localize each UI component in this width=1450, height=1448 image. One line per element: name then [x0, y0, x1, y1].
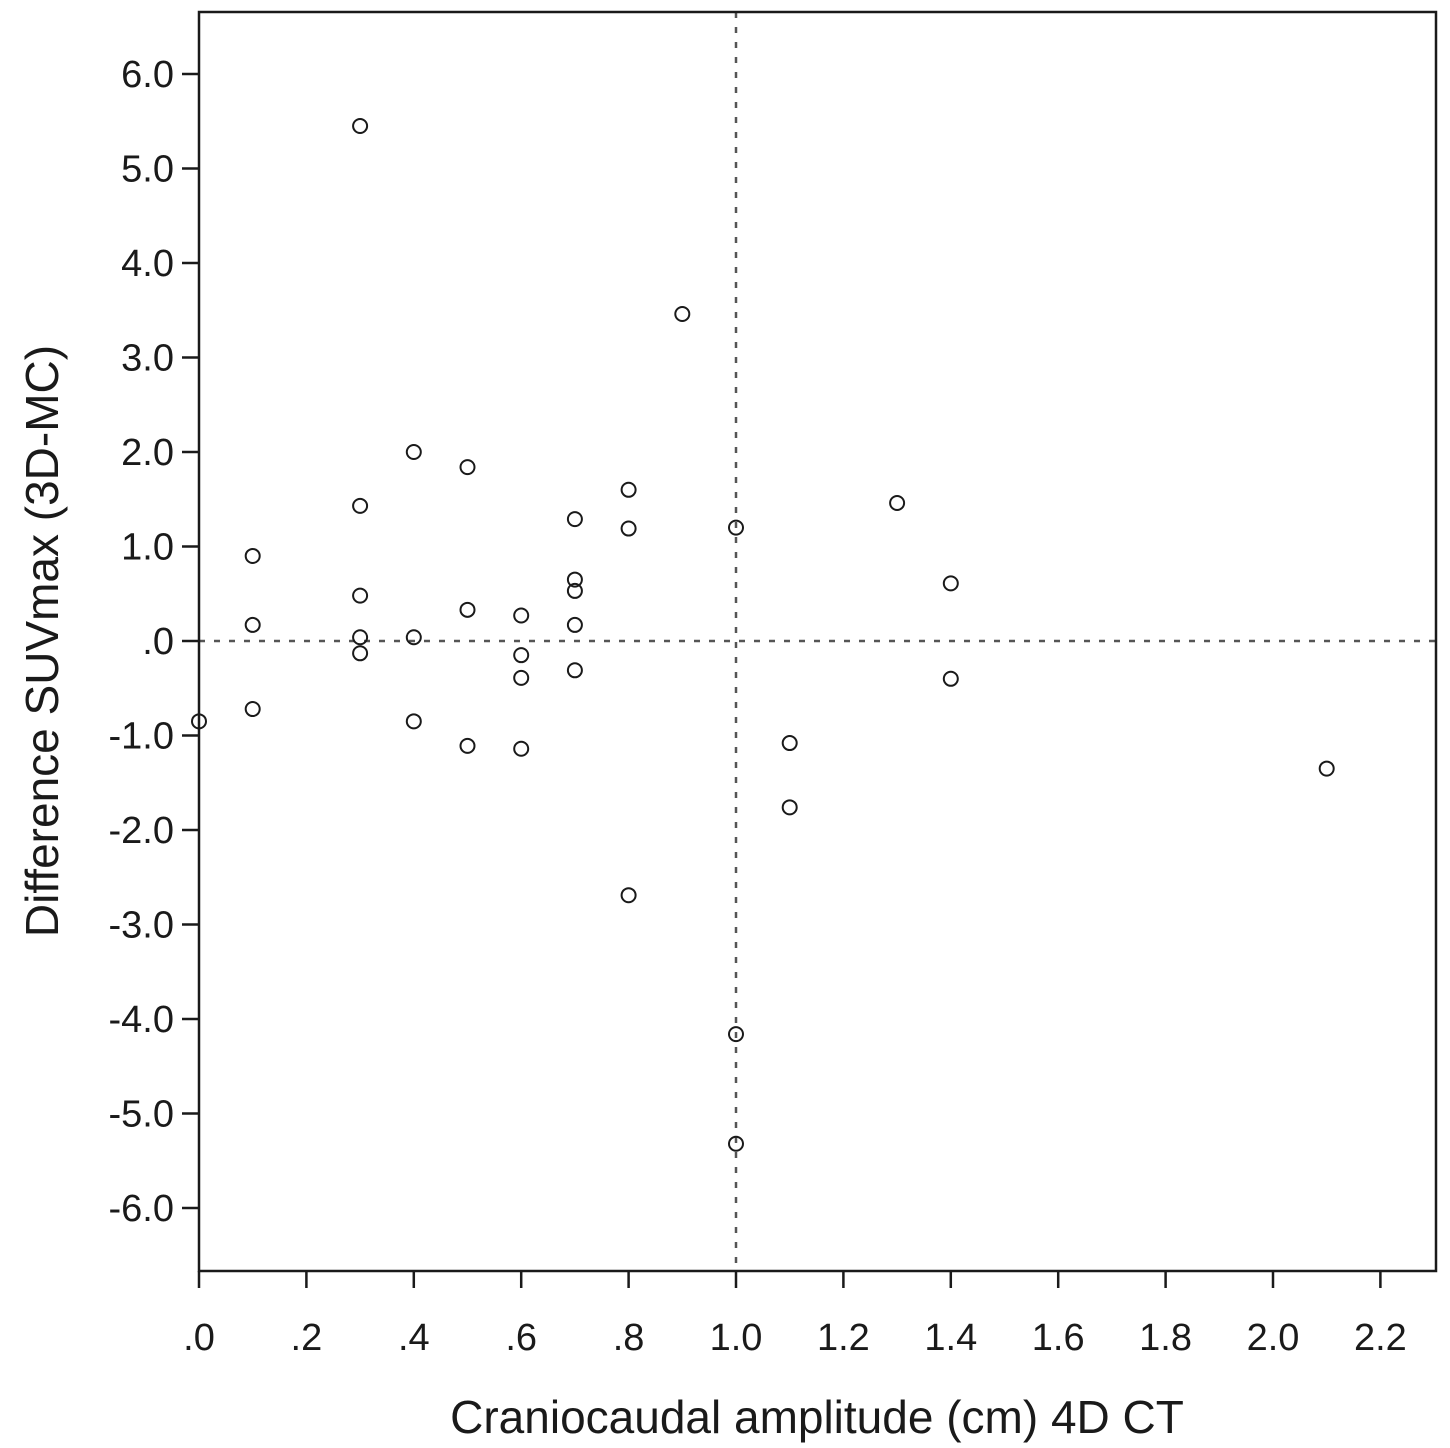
data-point	[620, 481, 637, 498]
y-tick-label: 6.0	[121, 54, 174, 96]
data-point	[728, 1135, 744, 1152]
data-point	[352, 629, 369, 646]
data-point	[728, 1026, 744, 1043]
x-tick-label: .6	[505, 1317, 537, 1359]
x-tick-label: 1.6	[1032, 1317, 1085, 1359]
data-point	[728, 519, 744, 536]
data-point	[513, 647, 530, 664]
data-point	[513, 607, 530, 624]
y-tick-label: 2.0	[121, 432, 174, 474]
reference-lines	[199, 12, 1436, 1271]
x-tick-label: .4	[398, 1317, 430, 1359]
data-point	[889, 495, 906, 512]
x-tick-label: 1.0	[710, 1317, 763, 1359]
x-tick-label: .0	[183, 1317, 215, 1359]
data-point	[405, 444, 422, 460]
data-point	[674, 306, 691, 323]
x-tick-label: 1.2	[817, 1317, 870, 1359]
y-tick-label: 1.0	[121, 527, 174, 569]
data-point	[513, 740, 530, 757]
data-points	[191, 117, 1335, 1152]
data-point	[352, 117, 369, 134]
y-tick-label: -1.0	[109, 716, 174, 758]
data-point	[513, 669, 530, 686]
data-point	[405, 629, 422, 646]
x-tick-label: .8	[613, 1317, 645, 1359]
data-point	[405, 713, 422, 730]
data-point	[244, 701, 261, 718]
data-point	[459, 459, 476, 476]
data-point	[1318, 760, 1335, 777]
data-point	[566, 571, 583, 588]
y-axis-title: Difference SUVmax (3D-MC)	[16, 345, 68, 937]
y-tick-label: -2.0	[109, 810, 174, 852]
x-axis-ticks: .0 .2 .4 .6 .8 1.0 1.2 1.4 1.6 1.8 2.0 2.2	[183, 1271, 1407, 1359]
y-tick-label: .0	[142, 621, 174, 663]
data-point	[566, 616, 583, 633]
data-point	[781, 799, 798, 816]
data-point	[244, 616, 261, 633]
y-tick-label: 5.0	[121, 149, 174, 191]
data-point	[781, 735, 798, 752]
y-tick-label: -5.0	[109, 1094, 174, 1136]
x-tick-label: 2.0	[1247, 1317, 1300, 1359]
data-point	[942, 670, 959, 687]
x-tick-label: 1.8	[1139, 1317, 1192, 1359]
y-tick-label: -6.0	[109, 1188, 174, 1230]
data-point	[352, 497, 369, 514]
x-axis-title: Craniocaudal amplitude (cm) 4D CT	[450, 1391, 1184, 1443]
y-axis-ticks: 6.0 5.0 4.0 3.0 2.0 1.0 .0 -1.0 -2.0 -3.0 -4.0 -5.0…	[109, 54, 199, 1230]
x-tick-label: 1.4	[924, 1317, 977, 1359]
data-point	[566, 662, 583, 679]
y-tick-label: -4.0	[109, 999, 174, 1041]
y-tick-label: 3.0	[121, 338, 174, 380]
data-point	[620, 887, 637, 904]
x-tick-label: 2.2	[1354, 1317, 1407, 1359]
data-point	[942, 575, 959, 592]
data-point	[459, 601, 476, 618]
data-point	[459, 737, 476, 754]
y-tick-label: 4.0	[121, 243, 174, 285]
x-tick-label: .2	[291, 1317, 323, 1359]
data-point	[620, 520, 637, 537]
y-tick-label: -3.0	[109, 905, 174, 947]
data-point	[352, 645, 369, 662]
data-point	[352, 587, 369, 604]
data-point	[244, 547, 261, 564]
data-point	[566, 511, 583, 528]
data-point	[566, 582, 583, 599]
